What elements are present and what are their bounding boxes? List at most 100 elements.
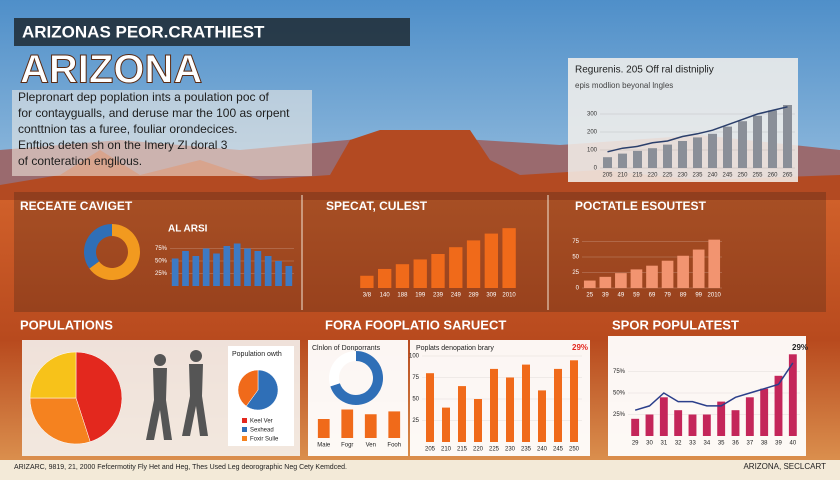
bar xyxy=(708,133,717,168)
pie-slice xyxy=(237,369,259,407)
x-tick-label: 205 xyxy=(425,447,436,453)
bar xyxy=(490,368,498,442)
y-tick-label: 25% xyxy=(155,271,168,277)
donut-segment xyxy=(329,351,357,387)
y-tick-label: 25% xyxy=(613,412,626,418)
x-tick-label: 32 xyxy=(675,441,682,447)
x-tick-label: 210 xyxy=(617,173,628,179)
bar xyxy=(378,268,392,288)
title: ARIZONA xyxy=(20,48,202,92)
bar xyxy=(223,246,231,286)
top-chart-title: Regurenis. 205 Off ral distnipliy xyxy=(575,65,714,76)
x-tick-label: 245 xyxy=(722,173,733,179)
bar xyxy=(646,265,658,288)
banner-bg xyxy=(14,18,410,46)
bar xyxy=(760,388,769,436)
bar xyxy=(645,414,654,436)
x-tick-label: Fogr xyxy=(341,443,353,449)
bar xyxy=(484,233,498,288)
y-tick-label: 100 xyxy=(409,354,420,360)
legend-swatch xyxy=(242,427,247,432)
bar xyxy=(688,414,697,436)
x-tick-label: 69 xyxy=(649,293,656,299)
bar xyxy=(723,126,732,168)
bar xyxy=(275,261,282,286)
bar xyxy=(648,148,657,168)
bar xyxy=(360,275,374,288)
bar xyxy=(244,248,251,286)
bar xyxy=(538,390,546,442)
bar xyxy=(702,414,711,436)
x-tick-label: 34 xyxy=(703,441,710,447)
x-tick-label: 33 xyxy=(689,441,696,447)
middle-band xyxy=(14,192,826,312)
donut-segment xyxy=(89,224,140,280)
bar xyxy=(630,269,643,288)
y-tick-label: 0 xyxy=(594,166,598,172)
x-tick-label: 188 xyxy=(397,293,408,299)
annotation: 29% xyxy=(792,343,808,352)
bar xyxy=(413,259,427,288)
card-title: Clnlon of Donporrants xyxy=(312,345,381,352)
bar xyxy=(364,414,377,438)
x-tick-label: Maie xyxy=(317,443,331,449)
x-tick-label: 79 xyxy=(664,293,671,299)
y-tick-label: 100 xyxy=(587,148,598,154)
bar xyxy=(449,247,463,288)
bar xyxy=(631,418,640,436)
bar xyxy=(502,228,516,288)
paragraph-line: for contaygualls, and deruse mar the 100… xyxy=(18,106,290,120)
section-title: POPULATIONS xyxy=(20,317,113,332)
x-tick-label: 260 xyxy=(767,173,778,179)
y-tick-label: 75 xyxy=(572,239,579,245)
bar xyxy=(745,397,754,436)
panel-title: RECEATE CAVIGET xyxy=(20,199,133,213)
y-tick-label: 50 xyxy=(412,397,419,403)
bar xyxy=(570,360,578,442)
x-tick-label: 29 xyxy=(632,441,639,447)
x-tick-label: Ven xyxy=(366,443,376,449)
x-tick-label: 230 xyxy=(677,173,688,179)
x-tick-label: 249 xyxy=(451,293,462,299)
bar xyxy=(506,377,514,442)
bar xyxy=(708,239,721,288)
bar xyxy=(192,256,200,286)
x-tick-label: 220 xyxy=(473,447,484,453)
bar xyxy=(753,115,762,168)
x-tick-label: 199 xyxy=(415,293,426,299)
y-tick-label: 50% xyxy=(155,259,168,265)
x-tick-label: 210 xyxy=(441,447,452,453)
panel-label: AL ARSI xyxy=(168,224,208,235)
x-tick-label: 289 xyxy=(469,293,480,299)
bar xyxy=(264,256,272,286)
x-tick-label: 240 xyxy=(537,447,548,453)
bar xyxy=(603,157,612,168)
chart-title: Poplats denopation brary xyxy=(416,345,494,352)
bar xyxy=(254,251,262,286)
top-chart-subtitle: epis modlion beyonal lngles xyxy=(575,81,673,90)
paragraph-line: conttnion tas a furee, fouliar orondecic… xyxy=(18,122,237,136)
bar xyxy=(738,121,747,168)
y-tick-label: 75 xyxy=(412,375,419,381)
footer-bar xyxy=(0,460,840,480)
x-tick-label: 245 xyxy=(553,447,564,453)
bar xyxy=(674,410,683,436)
x-tick-label: 220 xyxy=(647,173,658,179)
line xyxy=(634,362,794,411)
x-tick-label: 255 xyxy=(752,173,763,179)
legend-swatch xyxy=(242,436,247,441)
x-tick-label: 2010 xyxy=(502,293,516,299)
bar xyxy=(774,375,783,436)
y-tick-label: 50 xyxy=(572,255,579,261)
paragraph-bg xyxy=(12,90,312,176)
bar xyxy=(661,260,674,288)
bar xyxy=(285,266,293,286)
bar xyxy=(431,254,445,288)
y-tick-label: 75% xyxy=(155,246,168,252)
x-tick-label: 230 xyxy=(505,447,516,453)
y-tick-label: 75% xyxy=(613,369,626,375)
x-tick-label: 39 xyxy=(602,293,609,299)
footer-left: ARIZARC, 9819, 21, 2000 Fefcermotity Fly… xyxy=(14,464,347,471)
bar xyxy=(633,150,642,168)
